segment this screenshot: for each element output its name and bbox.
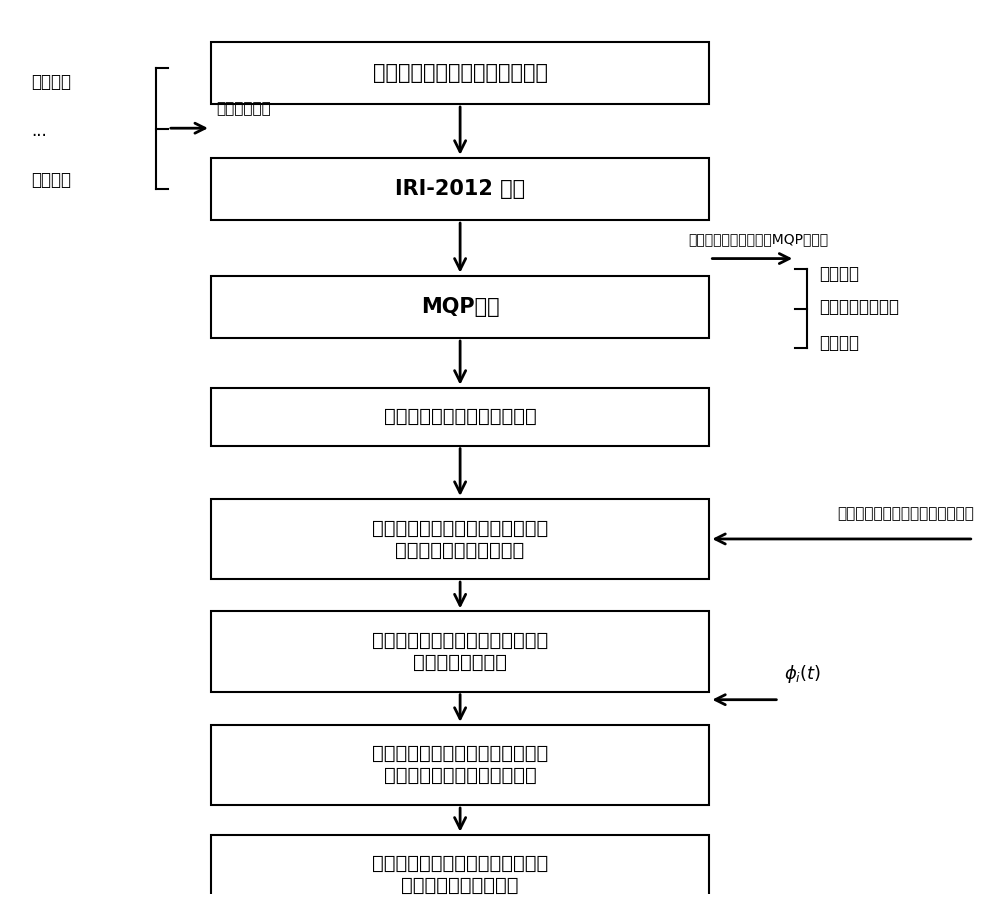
Text: MQP模型: MQP模型 (421, 296, 499, 317)
Text: 临界频率: 临界频率 (819, 265, 859, 283)
FancyBboxPatch shape (211, 499, 709, 579)
Text: ...: ... (31, 122, 47, 140)
FancyBboxPatch shape (211, 724, 709, 805)
Text: 利用解析射线追踪方法建立实时的
相位扰动补偿函数: 利用解析射线追踪方法建立实时的 相位扰动补偿函数 (372, 631, 548, 672)
Text: 基于相位梯度法二次抑制受电离层
相径扰动影响的回波谱: 基于相位梯度法二次抑制受电离层 相径扰动影响的回波谱 (372, 854, 548, 896)
Text: 设定相干积累时间和相径调制周期: 设定相干积累时间和相径调制周期 (837, 506, 974, 521)
Text: 将电离层各层参数代入MQP模型中: 将电离层各层参数代入MQP模型中 (688, 232, 828, 246)
Text: 工作频率: 工作频率 (31, 73, 71, 91)
Text: 利用相径扰动补偿函数一次抑制受
电离层相径扰动影响的回波谱: 利用相径扰动补偿函数一次抑制受 电离层相径扰动影响的回波谱 (372, 744, 548, 786)
Text: 雷达系统参数: 雷达系统参数 (216, 101, 271, 115)
FancyBboxPatch shape (211, 41, 709, 105)
FancyBboxPatch shape (211, 611, 709, 692)
Text: 计算电波在电离层的反射点坐标: 计算电波在电离层的反射点坐标 (373, 63, 548, 83)
FancyBboxPatch shape (211, 276, 709, 338)
Text: 电子浓度峰值高度: 电子浓度峰值高度 (819, 298, 899, 315)
Text: $\phi_i(t)$: $\phi_i(t)$ (784, 662, 822, 685)
FancyBboxPatch shape (211, 158, 709, 220)
Text: 获得相干积累时间内各调制周期点
处的电离层各层的参数值: 获得相干积累时间内各调制周期点 处的电离层各层的参数值 (372, 518, 548, 560)
Text: 建立电离层空间反射时变模型: 建立电离层空间反射时变模型 (384, 407, 536, 426)
FancyBboxPatch shape (211, 387, 709, 446)
Text: 发射仰角: 发射仰角 (31, 171, 71, 189)
Text: IRI-2012 模型: IRI-2012 模型 (395, 179, 525, 199)
Text: 层半厚度: 层半厚度 (819, 333, 859, 351)
FancyBboxPatch shape (211, 834, 709, 901)
